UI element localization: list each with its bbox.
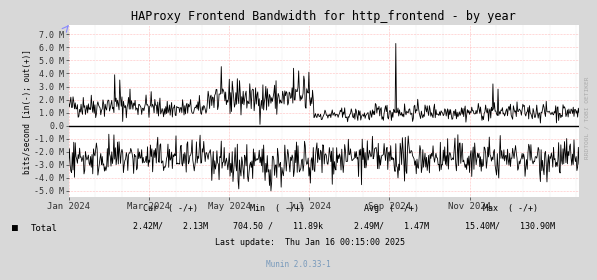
Text: Cur  ( -/+): Cur ( -/+) (143, 204, 198, 213)
Text: 704.50 /    11.89k: 704.50 / 11.89k (233, 221, 322, 230)
Title: HAProxy Frontend Bandwidth for http_frontend - by year: HAProxy Frontend Bandwidth for http_fron… (131, 10, 516, 23)
Text: ■: ■ (12, 223, 18, 233)
Text: 2.42M/    2.13M: 2.42M/ 2.13M (133, 221, 208, 230)
Text: 2.49M/    1.47M: 2.49M/ 1.47M (353, 221, 429, 230)
Y-axis label: bits/second [in(-); out(+)]: bits/second [in(-); out(+)] (23, 49, 32, 174)
Text: Munin 2.0.33-1: Munin 2.0.33-1 (266, 260, 331, 269)
Text: Min  ( -/+): Min ( -/+) (250, 204, 305, 213)
Text: RRDTOOL / TOBI OETIKER: RRDTOOL / TOBI OETIKER (585, 76, 590, 159)
Text: 15.40M/    130.90M: 15.40M/ 130.90M (466, 221, 555, 230)
Text: Max  ( -/+): Max ( -/+) (483, 204, 538, 213)
Text: Last update:  Thu Jan 16 00:15:00 2025: Last update: Thu Jan 16 00:15:00 2025 (216, 238, 405, 247)
Text: Avg  ( -/+): Avg ( -/+) (364, 204, 418, 213)
Text: Total: Total (31, 224, 58, 233)
